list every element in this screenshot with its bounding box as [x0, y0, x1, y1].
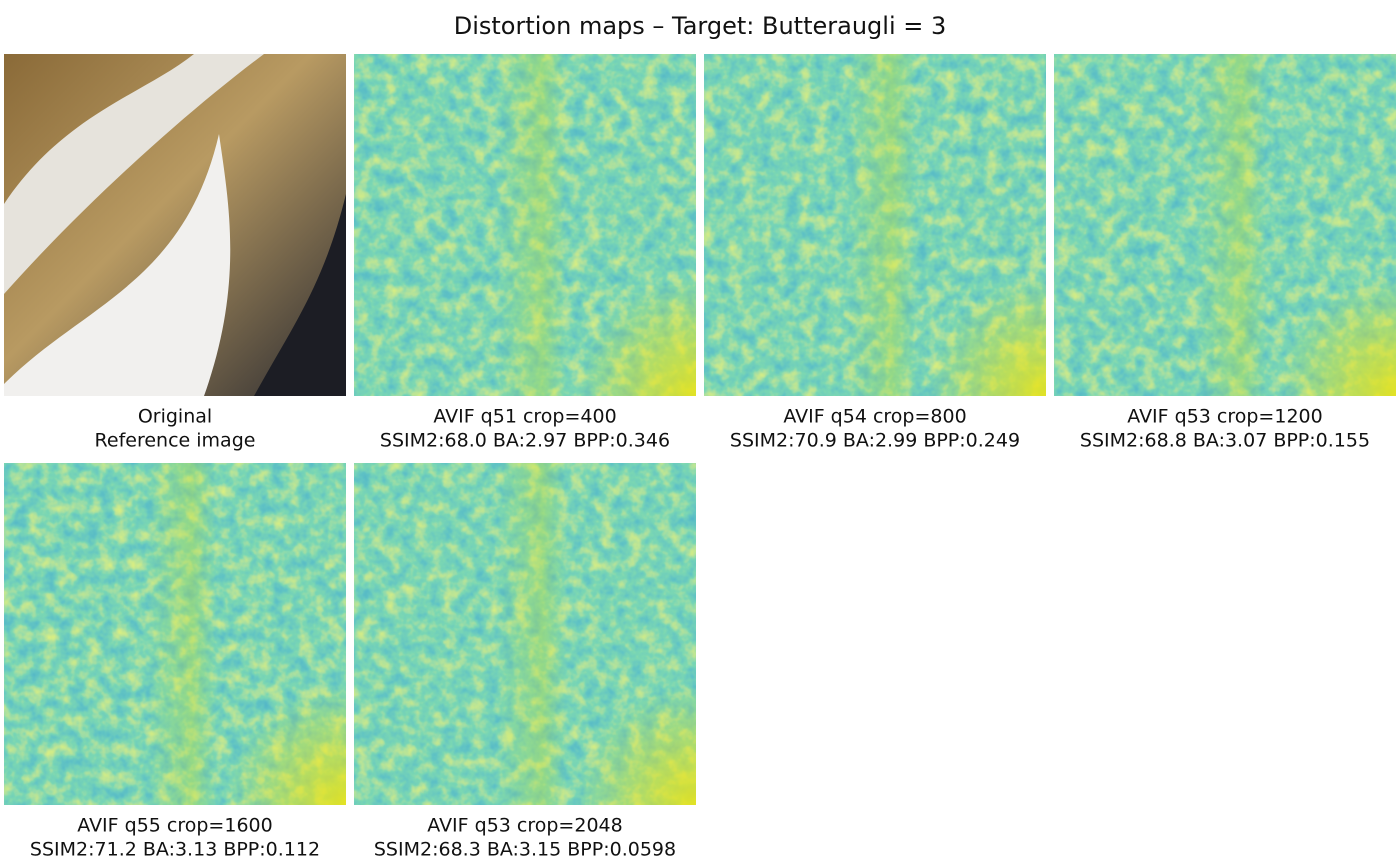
caption: SSIM2:68.0 BA:2.97 BPP:0.346	[380, 430, 670, 452]
shape	[4, 54, 264, 294]
shape	[4, 134, 231, 396]
caption: AVIF q54 crop=800	[783, 406, 966, 428]
caption: SSIM2:68.3 BA:3.15 BPP:0.0598	[374, 839, 676, 861]
caption: AVIF q51 crop=400	[433, 406, 616, 428]
shape	[254, 194, 346, 396]
caption: SSIM2:71.2 BA:3.13 BPP:0.112	[30, 839, 320, 861]
caption: Reference image	[95, 430, 256, 452]
caption: AVIF q53 crop=1200	[1127, 406, 1322, 428]
highlight	[354, 463, 696, 805]
caption: AVIF q55 crop=1600	[77, 815, 272, 837]
highlight	[1054, 54, 1396, 396]
highlight	[704, 54, 1046, 396]
highlight	[354, 54, 696, 396]
highlight	[4, 463, 346, 805]
caption: SSIM2:70.9 BA:2.99 BPP:0.249	[730, 430, 1020, 452]
caption: Original	[138, 406, 212, 428]
caption: AVIF q53 crop=2048	[427, 815, 622, 837]
caption: SSIM2:68.8 BA:3.07 BPP:0.155	[1080, 430, 1370, 452]
figure-title: Distortion maps – Target: Butteraugli = …	[454, 12, 947, 40]
